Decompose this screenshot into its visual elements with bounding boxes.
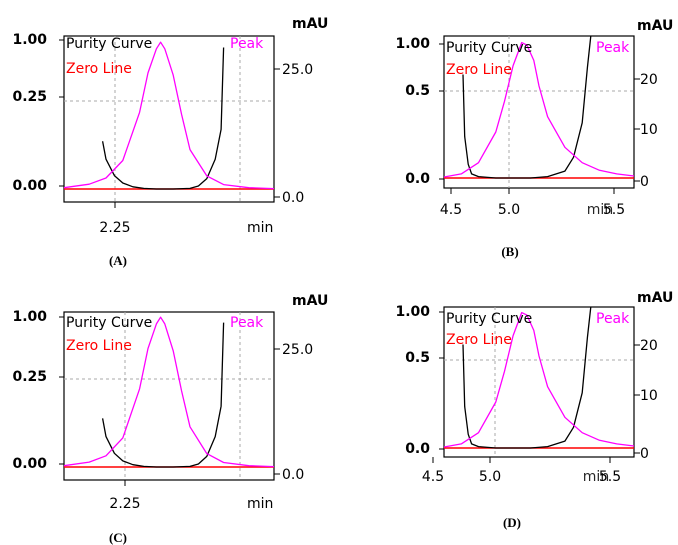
legend-peak: Peak [230,36,264,52]
legend-purity-curve: Purity Curve [66,315,152,331]
right-tick-label: 10 [640,388,658,404]
right-tick-label: 25.0 [282,62,313,78]
legend: Purity Curve Zero Line Peak [446,311,630,348]
x-tick-label: 5.0 [498,202,520,218]
x-axis-unit: min [247,496,273,512]
peak-series-line [63,316,275,468]
legend-zero-line: Zero Line [446,62,512,78]
peak-series-line [443,41,635,178]
legend-zero-line: Zero Line [66,338,132,354]
panel-caption: (A) [109,253,127,268]
x-tick-label: 2.25 [109,496,140,512]
x-axis-unit: min [247,220,273,236]
chart-panel-a: 1.00 0.25 0.00 25.0 0.0 mAU 2.25 min Purity Curv… [12,16,328,268]
gridlines [444,36,634,188]
plot-frame [63,311,275,481]
legend-peak: Peak [596,311,630,327]
x-tick-label: 5.5 [603,202,625,218]
legend-peak: Peak [230,315,264,331]
legend-zero-line: Zero Line [446,332,512,348]
legend-purity-curve: Purity Curve [446,311,532,327]
gridlines [64,312,274,480]
left-tick-label: 0.5 [405,83,430,99]
right-axis-label: mAU [292,16,328,32]
peak-series-line [443,311,635,448]
right-axis-label: mAU [637,18,673,34]
left-tick-label: 1.00 [395,304,430,320]
x-tick-label: 2.25 [99,220,130,236]
legend: Purity Curve Zero Line Peak [66,36,264,77]
x-tick-label: 4.5 [422,469,444,485]
left-tick-label: 0.25 [12,89,47,105]
purity-curve-series-line [101,322,225,468]
legend-zero-line: Zero Line [66,61,132,77]
right-tick-label: 10 [640,122,658,138]
right-tick-label: 20 [640,338,658,354]
gridlines [444,307,634,457]
right-tick-label: 20 [640,72,658,88]
peak-series-line [63,41,275,190]
left-tick-label: 0.00 [12,178,47,194]
left-tick-label: 0.25 [12,369,47,385]
purity-curve-series-line [101,47,225,190]
panel-caption: (B) [501,244,518,259]
purity-curve-series-line [462,306,592,449]
panel-caption: (C) [109,530,127,545]
legend: Purity Curve Zero Line Peak [446,40,630,78]
left-tick-label: 1.00 [395,36,430,52]
left-tick-label: 0.5 [405,350,430,366]
legend-purity-curve: Purity Curve [446,40,532,56]
legend-peak: Peak [596,40,630,56]
right-tick-label: 25.0 [282,342,313,358]
plot-frame [443,306,635,458]
chart-panel-c: 1.00 0.25 0.00 25.0 0.0 mAU 2.25 min Purity Curv… [12,293,328,545]
x-tick-label: 4.5 [440,202,462,218]
x-tick-label: 5.5 [599,469,621,485]
right-axis-label: mAU [292,293,328,309]
right-tick-label: 0 [640,446,649,462]
left-tick-label: 1.00 [12,32,47,48]
plot-frame [443,35,635,189]
legend-purity-curve: Purity Curve [66,36,152,52]
right-tick-label: 0 [640,174,649,190]
left-tick-label: 0.0 [405,441,430,457]
left-tick-label: 1.00 [12,309,47,325]
x-axis-unit: min [587,202,613,218]
right-axis-label: mAU [637,290,673,306]
right-tick-label: 0.0 [282,467,304,483]
x-axis-unit: min [583,469,609,485]
gridlines [64,36,274,202]
x-tick-label: 5.0 [479,469,501,485]
left-tick-label: 0.00 [12,456,47,472]
left-tick-label: 0.0 [405,171,430,187]
legend: Purity Curve Zero Line Peak [66,315,264,354]
purity-curve-series-line [462,35,592,179]
panel-caption: (D) [503,515,521,530]
plot-frame [63,35,275,203]
right-tick-label: 0.0 [282,190,304,206]
